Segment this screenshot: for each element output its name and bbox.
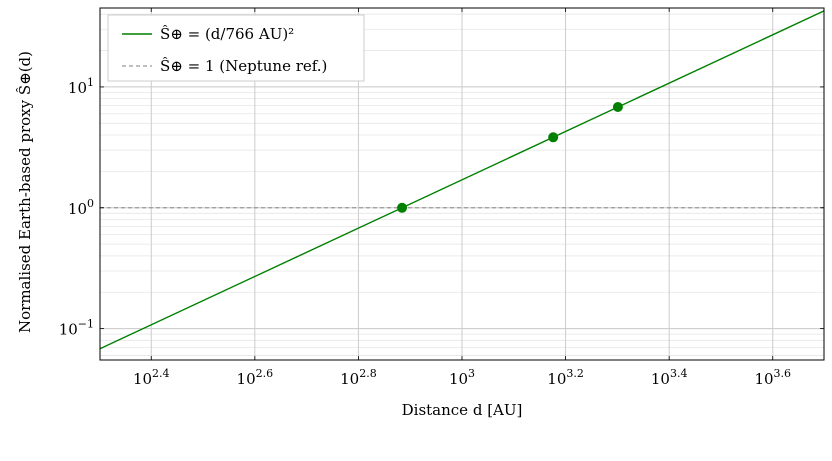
x-tick-label: 103 bbox=[449, 367, 475, 388]
data-point bbox=[612, 102, 623, 113]
x-axis-label: Distance d [AU] bbox=[402, 401, 523, 419]
y-tick-label: 10−1 bbox=[59, 318, 94, 339]
series-layer bbox=[99, 10, 825, 350]
data-points bbox=[397, 102, 623, 213]
y-tick-labels: 10−1 100 101 bbox=[59, 76, 94, 339]
legend-box bbox=[107, 14, 365, 82]
legend: Ŝ⊕ = (d/766 AU)² Ŝ⊕ = 1 (Neptune ref.) bbox=[107, 14, 365, 82]
y-axis-label: Normalised Earth-based proxy Ŝ⊕(d) bbox=[16, 51, 34, 333]
y-tick-label: 101 bbox=[68, 76, 94, 97]
grid bbox=[100, 8, 824, 360]
x-tick-label: 102.6 bbox=[237, 367, 274, 388]
y-tick-label: 100 bbox=[68, 197, 94, 218]
plot-frame bbox=[99, 7, 825, 361]
x-tick-label: 103.4 bbox=[651, 367, 688, 388]
x-tick-labels: 102.4 102.6 102.8 103 103.2 103.4 103.6 bbox=[133, 367, 791, 388]
series-line-model bbox=[99, 10, 825, 350]
x-tick-label: 102.4 bbox=[133, 367, 170, 388]
legend-label-neptune-ref: Ŝ⊕ = 1 (Neptune ref.) bbox=[160, 57, 327, 75]
x-tick-label: 102.8 bbox=[340, 367, 377, 388]
x-tick-label: 103.6 bbox=[754, 367, 791, 388]
data-point bbox=[548, 132, 559, 143]
legend-label-model: Ŝ⊕ = (d/766 AU)² bbox=[160, 25, 294, 43]
data-point bbox=[397, 202, 408, 213]
x-tick-label: 103.2 bbox=[547, 367, 584, 388]
